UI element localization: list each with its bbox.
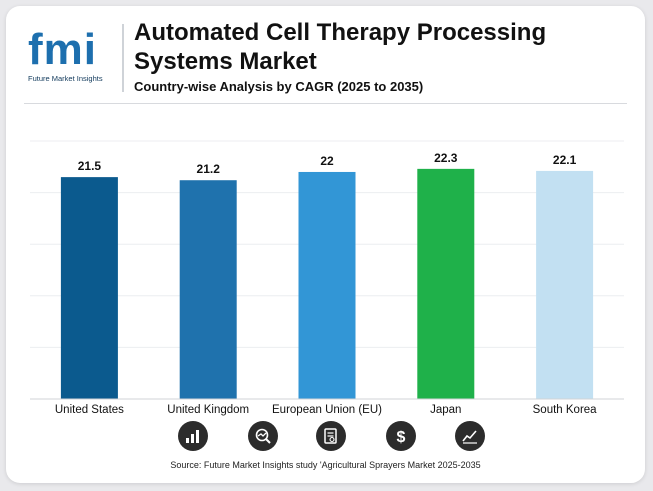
data-label: 22.1 xyxy=(553,153,577,167)
bar-chart-icon xyxy=(178,421,208,451)
fmi-logo: fmi Future Market Insights xyxy=(28,24,128,86)
icon-row: $ xyxy=(6,421,645,455)
bar-south-korea xyxy=(536,170,594,399)
x-tick-label: Japan xyxy=(430,404,461,416)
chart-title: Automated Cell Therapy Processing System… xyxy=(134,19,547,75)
growth-chart-icon xyxy=(455,421,485,451)
dollar-icon: $ xyxy=(386,421,416,451)
data-label: 21.5 xyxy=(78,159,102,173)
chart-subtitle: Country-wise Analysis by CAGR (2025 to 2… xyxy=(134,79,424,94)
bar-united-kingdom xyxy=(179,180,237,399)
source-note: Source: Future Market Insights study 'Ag… xyxy=(170,460,481,470)
data-label: 22 xyxy=(320,154,334,168)
x-tick-label: United States xyxy=(55,404,124,416)
x-tick-label: European Union (EU) xyxy=(272,404,382,416)
data-label: 22.3 xyxy=(434,151,458,165)
svg-text:$: $ xyxy=(397,429,406,445)
header-rule xyxy=(24,103,627,104)
trend-magnifier-icon xyxy=(248,421,278,451)
logo-subtitle: Future Market Insights xyxy=(28,74,103,83)
bar-united-states xyxy=(60,177,118,399)
logo-text: fmi xyxy=(28,25,97,74)
report-icon xyxy=(316,421,346,451)
chart-card: fmi Future Market Insights Automated Cel… xyxy=(6,6,645,483)
header-divider xyxy=(122,24,124,92)
bar-chart: 21.5 United States 21.2 United Kingdom 22 Eur… xyxy=(30,140,624,416)
data-label: 21.2 xyxy=(197,162,221,176)
x-tick-label: South Korea xyxy=(533,404,598,416)
x-tick-label: United Kingdom xyxy=(167,404,249,416)
bar-japan xyxy=(417,168,475,399)
bar-european-union-eu xyxy=(298,171,356,399)
